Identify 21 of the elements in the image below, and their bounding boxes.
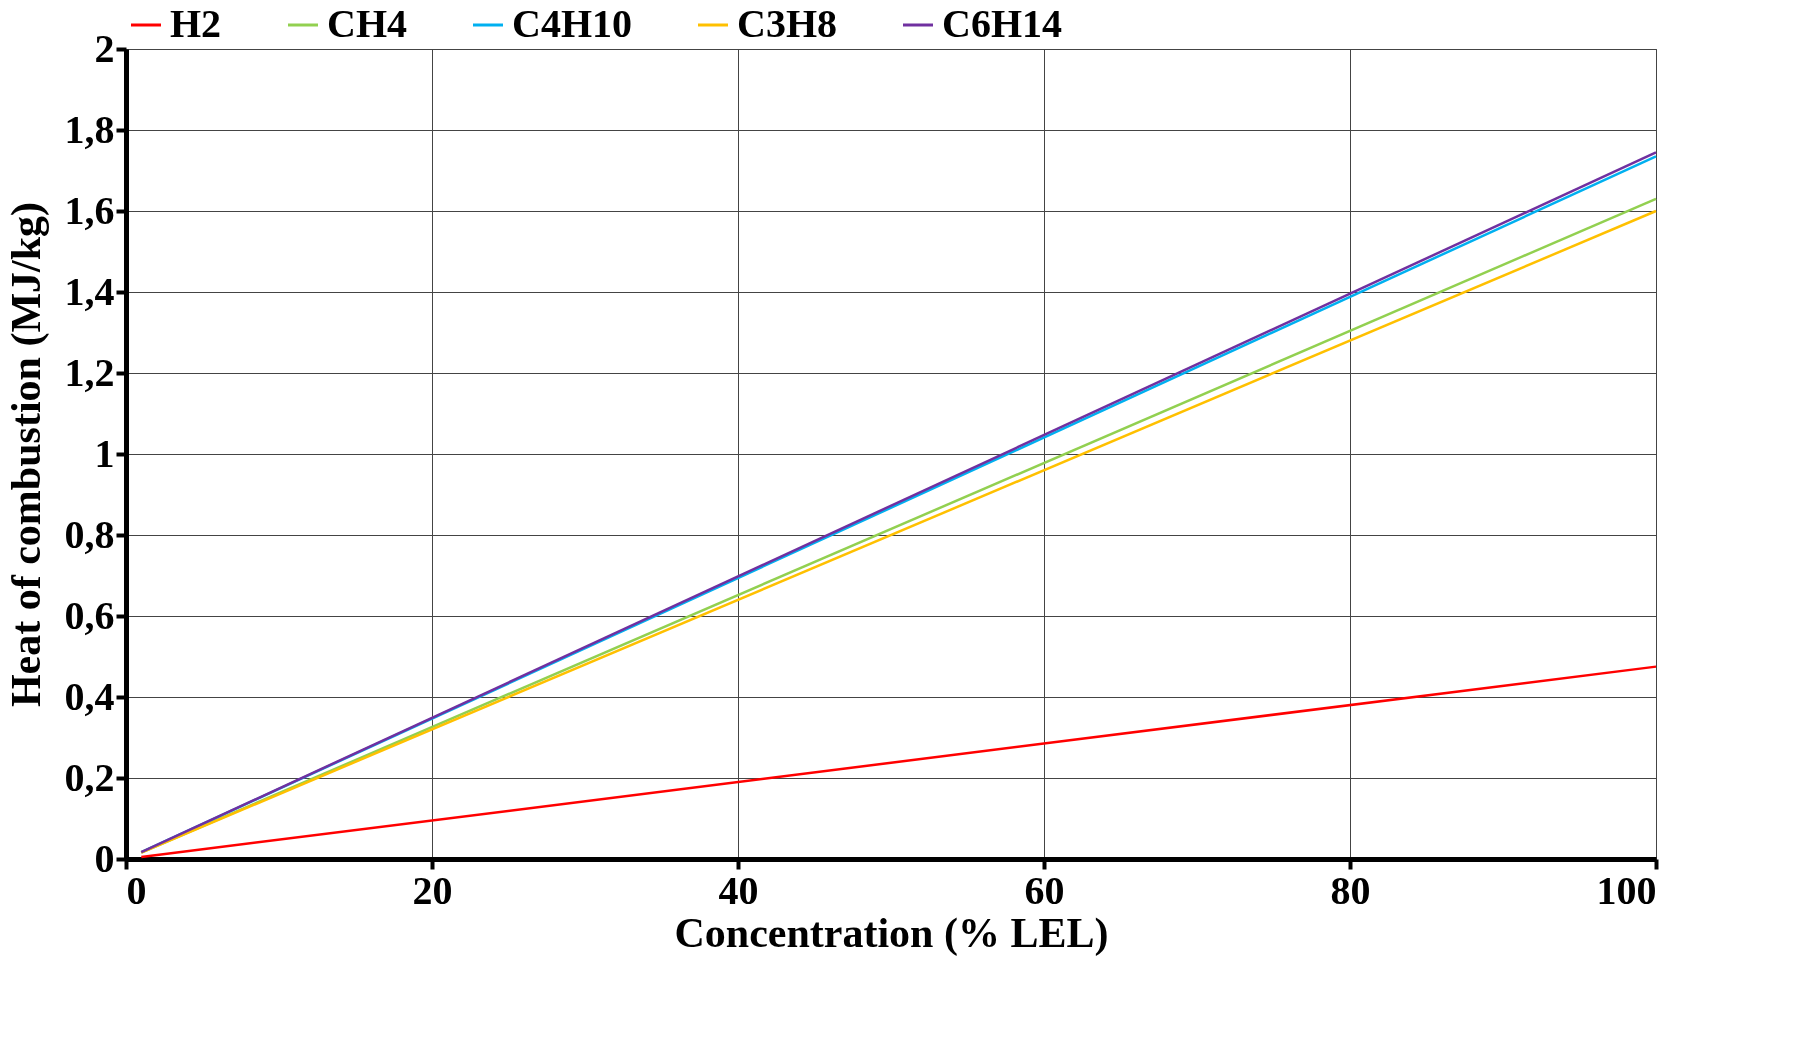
- y-axis-title: Heat of combustion (MJ/kg): [2, 201, 50, 708]
- y-tick-label: 1,2: [64, 349, 115, 395]
- y-tick-label: 0,8: [64, 511, 115, 557]
- legend-label: H2: [170, 1, 222, 46]
- legend-label: CH4: [327, 1, 407, 46]
- y-tick-label: 1,6: [64, 187, 115, 233]
- y-tick-label: 0,2: [64, 754, 115, 800]
- legend-label: C4H10: [512, 1, 632, 46]
- y-tick-label: 1,4: [64, 268, 115, 314]
- y-tick-label: 0,4: [64, 673, 115, 719]
- y-tick-label: 0,6: [64, 592, 115, 638]
- y-tick-label: 2: [94, 25, 115, 71]
- legend-label: C3H8: [737, 1, 837, 46]
- x-tick-label: 100: [1596, 867, 1657, 913]
- y-tick-label: 1: [94, 430, 115, 476]
- y-tick-label: 1,8: [64, 106, 115, 152]
- x-tick-label: 80: [1330, 867, 1371, 913]
- legend-label: C6H14: [942, 1, 1062, 46]
- x-tick-label: 20: [412, 867, 453, 913]
- y-tick-label: 0: [94, 835, 115, 881]
- x-tick-label: 0: [126, 867, 147, 913]
